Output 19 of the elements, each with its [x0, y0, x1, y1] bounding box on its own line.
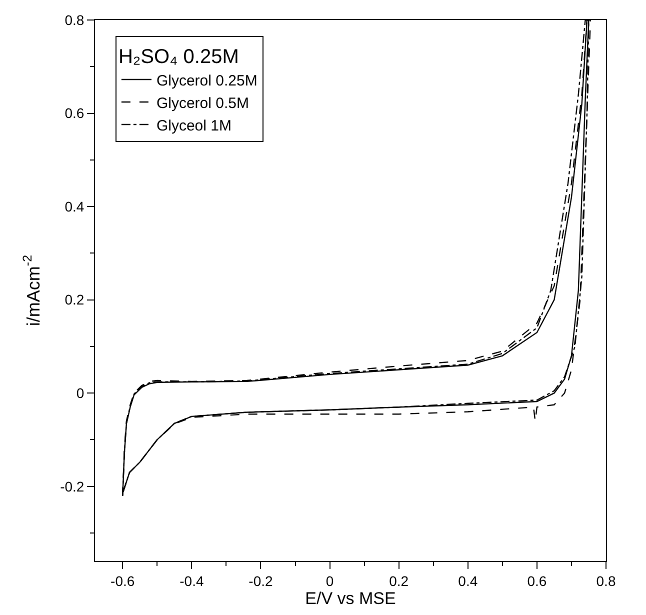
- y-tick-label: 0.4: [64, 198, 84, 214]
- x-tick-label: -0.4: [180, 572, 204, 589]
- x-axis-title: E/V vs MSE: [305, 588, 396, 608]
- x-tick-label: 0.4: [458, 572, 478, 589]
- y-tick-label: 0.8: [64, 12, 84, 28]
- x-tick-label: -0.2: [248, 572, 274, 589]
- y-tick-label: 0.6: [64, 105, 84, 122]
- x-tick-label: -0.6: [110, 572, 135, 589]
- x-tick-label: 0.6: [527, 572, 547, 589]
- x-tick-label: 0.2: [389, 572, 409, 589]
- legend-label: Glyceol 1M: [156, 117, 232, 134]
- y-tick-label: 0: [76, 385, 84, 401]
- x-tick-label: 0: [326, 572, 334, 589]
- y-tick-label: -0.2: [60, 478, 84, 494]
- legend-label: Glycerol 0.25M: [156, 72, 258, 90]
- x-tick-label: 0.8: [596, 572, 616, 589]
- y-tick-label: 0.2: [64, 292, 84, 308]
- legend-label: Glycerol 0.5M: [156, 94, 249, 112]
- legend-title: H₂SO₄ 0.25M: [118, 46, 239, 68]
